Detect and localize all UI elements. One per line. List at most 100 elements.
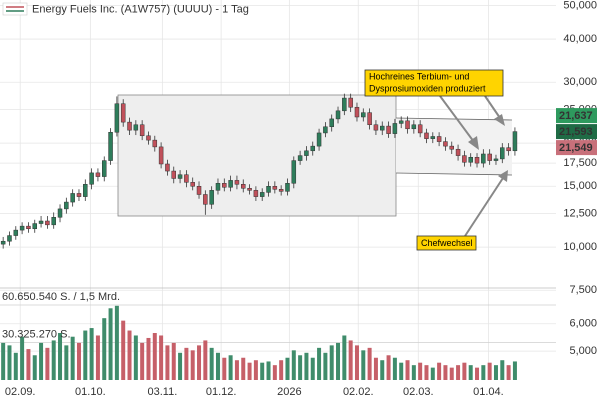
y-tick-label: 7,500: [569, 284, 597, 296]
annotation-box: [416, 235, 477, 251]
candle-body: [304, 150, 309, 156]
candle-body: [468, 156, 473, 163]
volume-bar: [127, 330, 132, 380]
y-tick-label: 15,000: [563, 180, 597, 192]
volume-bar: [190, 350, 195, 380]
y-tick-label: 6,000: [569, 318, 597, 330]
annotation-text: Hochreines Terbium- und: [369, 71, 469, 81]
volume-bar: [215, 352, 220, 380]
volume-bar: [152, 333, 157, 380]
volume-bar: [487, 362, 492, 380]
candle-body: [316, 132, 322, 147]
candle-body: [184, 174, 189, 183]
volume-bar: [298, 355, 303, 380]
y-tick-label: 5,000: [569, 345, 597, 357]
candle-body: [196, 186, 202, 195]
channel-line: [395, 117, 513, 121]
volume-bar: [443, 365, 448, 380]
volume-bar: [310, 357, 315, 380]
candle-body: [443, 141, 448, 147]
candle-body: [7, 235, 12, 242]
volume-bar: [285, 357, 290, 380]
price-label: 21,637: [559, 110, 593, 122]
candle-body: [392, 123, 398, 134]
candle-body: [102, 160, 107, 177]
candle-body: [348, 97, 353, 108]
candle-body: [203, 194, 208, 205]
candle-body: [291, 160, 297, 184]
candle-body: [120, 103, 126, 123]
volume-bar: [70, 336, 75, 380]
volume-bar: [411, 365, 416, 380]
candle-body: [424, 132, 429, 139]
candle-body: [139, 124, 145, 137]
volume-bar: [76, 342, 81, 380]
candle-body: [500, 147, 505, 160]
candle-body: [190, 182, 195, 187]
volume-bar: [468, 365, 473, 380]
annotation-text: Chefwechsel: [421, 238, 473, 248]
volume-bar: [58, 333, 63, 380]
candle-body: [512, 131, 518, 152]
chart-title: Energy Fuels Inc. (A1W757) (UUUU) - 1 Ta…: [32, 3, 249, 15]
volume-bar: [32, 355, 37, 380]
candle-body: [51, 217, 56, 226]
candle-body: [209, 190, 214, 205]
volume-bar: [1, 342, 6, 380]
volume-bar: [260, 362, 265, 380]
candle-body: [13, 229, 19, 236]
annotation-text: Dysprosiumoxiden produziert: [369, 83, 486, 93]
candle-body: [241, 184, 246, 189]
volume-bar: [64, 345, 69, 380]
candle-body: [215, 183, 221, 191]
volume-bar: [20, 336, 25, 380]
y-tick-label: 50,000: [563, 0, 597, 12]
volume-bar: [323, 352, 328, 380]
volume-bar: [146, 337, 151, 380]
volume-bar: [354, 345, 359, 380]
candle-body: [373, 124, 379, 131]
volume-bar: [336, 342, 341, 380]
volume-bar: [373, 357, 378, 380]
volume-bar: [462, 362, 467, 380]
arrow-head: [498, 170, 508, 182]
candle-body: [455, 148, 461, 156]
volume-tick-label: 30.325.270 S.: [2, 328, 71, 340]
volume-bar: [83, 330, 88, 380]
candle-body: [380, 125, 385, 131]
candle-body: [133, 124, 139, 131]
volume-bar: [247, 362, 252, 380]
x-tick-label: 01.04.: [473, 386, 504, 398]
annotation-box: [364, 69, 504, 97]
volume-bar: [95, 335, 100, 380]
x-tick-label: 01.12.: [206, 386, 237, 398]
volume-bar: [481, 365, 486, 380]
candle-body: [45, 220, 50, 226]
y-tick-label: 10,000: [563, 241, 597, 253]
volume-bar: [133, 335, 138, 380]
volume-layer: [1, 305, 517, 380]
x-tick-label: 03.11.: [147, 386, 177, 398]
candle-body: [222, 183, 227, 188]
candle-body: [462, 155, 467, 163]
candle-body: [493, 158, 499, 161]
candle-body: [285, 183, 290, 192]
volume-bar: [279, 360, 284, 380]
volume-bar: [13, 352, 18, 380]
y-tick-label: 40,000: [563, 33, 597, 45]
volume-bar: [475, 367, 480, 380]
candle-body: [411, 124, 417, 130]
price-label-box: [556, 124, 597, 140]
candle-layer: [0, 93, 518, 249]
volume-bar: [159, 335, 164, 380]
arrow: [464, 177, 504, 237]
volume-bar: [317, 347, 322, 380]
candle-body: [64, 201, 69, 210]
arrow: [439, 95, 475, 143]
candle-body: [386, 125, 391, 134]
volume-bar: [367, 347, 372, 380]
candle-body: [449, 145, 454, 150]
volume-bar: [228, 355, 233, 380]
x-tick-label: 2026: [277, 386, 301, 398]
annotation: Hochreines Terbium- und Dysprosiumoxiden…: [364, 69, 504, 97]
